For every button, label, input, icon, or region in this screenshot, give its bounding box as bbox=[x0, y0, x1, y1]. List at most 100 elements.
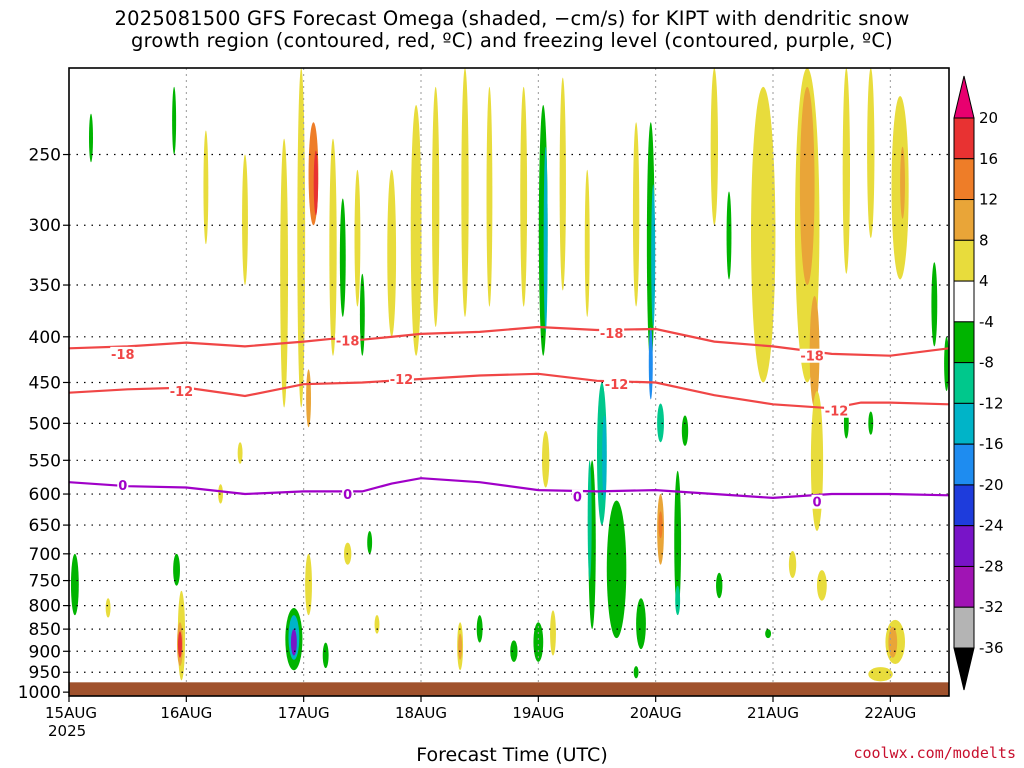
y-tick-label-1000: 1000 bbox=[18, 683, 61, 703]
colorbar-label-16: 16 bbox=[979, 150, 998, 168]
omega-cell-6 bbox=[339, 198, 346, 317]
colorbar-label--28: -28 bbox=[979, 557, 1004, 575]
omega-cell-14 bbox=[486, 86, 493, 307]
contour-label-bg-0-0 bbox=[110, 346, 136, 361]
omega-cell-83 bbox=[633, 666, 639, 679]
omega-cell-78 bbox=[218, 484, 223, 504]
colorbar-bottom-arrow bbox=[953, 647, 975, 691]
omega-cell-27 bbox=[674, 470, 682, 613]
y-tick-label-950: 950 bbox=[29, 663, 61, 683]
contour-label-bg-0-1 bbox=[335, 333, 361, 348]
contour-label-bg-2-0 bbox=[117, 477, 129, 492]
contour-label--12: -12 bbox=[170, 385, 194, 400]
omega-cell-40 bbox=[931, 262, 938, 347]
omega-cell-39 bbox=[900, 146, 905, 219]
omega-cell-16 bbox=[543, 146, 548, 332]
omega-cell-74 bbox=[89, 113, 93, 163]
y-tick-label-300: 300 bbox=[29, 216, 61, 236]
x-tick-label-15AUG: 15AUG bbox=[45, 704, 97, 722]
contour-label--18: -18 bbox=[600, 327, 624, 342]
omega-cell-13 bbox=[461, 68, 469, 317]
omega-cell-4 bbox=[280, 138, 289, 408]
omega-cell-77 bbox=[242, 154, 248, 286]
omega-cell-31 bbox=[751, 86, 776, 383]
chart-title-line-2: growth region (contoured, red, ºC) and f… bbox=[131, 29, 893, 52]
contour-label-bg-1-0 bbox=[168, 384, 194, 399]
colorbar-label-4: 4 bbox=[979, 272, 989, 290]
y-tick-label-600: 600 bbox=[29, 485, 61, 505]
omega-cell-73 bbox=[105, 598, 111, 618]
y-tick-label-650: 650 bbox=[29, 516, 61, 536]
omega-cell-59 bbox=[550, 610, 556, 656]
contour-label-bg-1-3 bbox=[824, 403, 850, 418]
y-tick-label-350: 350 bbox=[29, 276, 61, 296]
omega-cell-7 bbox=[354, 169, 361, 307]
y-tick-label-550: 550 bbox=[29, 451, 61, 471]
omega-cell-56 bbox=[533, 622, 544, 662]
omega-cell-36 bbox=[842, 68, 850, 274]
colorbar-swatch-2 bbox=[953, 158, 975, 201]
omega-cell-46 bbox=[817, 570, 827, 601]
omega-cell-23 bbox=[648, 326, 653, 400]
contour-label-bg-0-3 bbox=[799, 348, 825, 363]
omega-cell-19 bbox=[584, 169, 590, 317]
x-tick-label-19AUG: 19AUG bbox=[512, 704, 564, 722]
colorbar-swatch-12 bbox=[953, 565, 975, 608]
omega-cell-54 bbox=[602, 415, 607, 501]
omega-cell-3 bbox=[306, 369, 311, 428]
omega-cell-49 bbox=[716, 572, 723, 599]
chart-title-line-1: 2025081500 GFS Forecast Omega (shaded, −… bbox=[114, 7, 910, 30]
omega-cell-57 bbox=[510, 640, 518, 662]
omega-cell-29 bbox=[710, 68, 718, 226]
contour-label--18: -18 bbox=[336, 335, 360, 350]
contour-0-line bbox=[69, 477, 949, 500]
colorbar-label--12: -12 bbox=[979, 394, 1004, 412]
omega-cell-85 bbox=[868, 411, 874, 435]
omega-cell-60 bbox=[476, 615, 483, 643]
colorbar: 20 16 12 8 4 -4 -8 -12 -16 -20 -24 -28 -32 -36 bbox=[953, 75, 1004, 691]
y-tick-label-850: 850 bbox=[29, 620, 61, 640]
colorbar-label--24: -24 bbox=[979, 517, 1004, 535]
omega-cell-70 bbox=[177, 631, 182, 658]
omega-cell-55 bbox=[636, 598, 646, 650]
y-tick-label-800: 800 bbox=[29, 597, 61, 617]
contour-label--18: -18 bbox=[111, 348, 135, 363]
omega-cell-67 bbox=[305, 553, 312, 616]
contour-label-0: 0 bbox=[343, 488, 352, 503]
omega-cell-38 bbox=[891, 96, 909, 280]
x-axis-label: Forecast Time (UTC) bbox=[416, 744, 608, 766]
colorbar-top-arrow bbox=[953, 75, 975, 119]
contour-label-0: 0 bbox=[812, 496, 821, 511]
omega-cell-37 bbox=[867, 68, 875, 238]
omega-cell-8 bbox=[359, 273, 365, 356]
omega-cell-5 bbox=[329, 138, 337, 356]
y-tick-label-500: 500 bbox=[29, 414, 61, 434]
contour-label-bg-0-2 bbox=[599, 325, 625, 340]
omega-cell-22 bbox=[651, 184, 656, 327]
colorbar-swatch-10 bbox=[953, 484, 975, 527]
colorbar-label--20: -20 bbox=[979, 476, 1004, 494]
contour-label--12: -12 bbox=[390, 373, 414, 388]
colorbar-label--36: -36 bbox=[979, 639, 1004, 657]
omega-cell-9 bbox=[387, 169, 397, 337]
colorbar-label-20: 20 bbox=[979, 109, 998, 127]
contour-label--18: -18 bbox=[800, 350, 824, 365]
x-tick-label-22AUG: 22AUG bbox=[864, 704, 916, 722]
omega-cell-76 bbox=[203, 130, 209, 245]
omega-cell-66 bbox=[322, 642, 329, 669]
x-tick-label-18AUG: 18AUG bbox=[395, 704, 447, 722]
omega-cell-24 bbox=[657, 403, 664, 443]
omega-cell-44 bbox=[888, 626, 898, 658]
colorbar-label--8: -8 bbox=[979, 354, 994, 372]
omega-cell-47 bbox=[788, 551, 797, 578]
contour-label--12: -12 bbox=[605, 378, 629, 393]
omega-cell-72 bbox=[70, 553, 79, 616]
credit-link[interactable]: coolwx.com/modelts bbox=[853, 744, 1016, 762]
colorbar-swatch-3 bbox=[953, 199, 975, 241]
omega-cell-18 bbox=[559, 77, 566, 291]
contour-label--12: -12 bbox=[825, 405, 849, 420]
contour-lines: -18 -18 -18 -18 -12 -12 -12 -12 0 0 0 0 bbox=[69, 325, 949, 511]
colorbar-swatch-13 bbox=[953, 606, 975, 649]
omega-cell-28 bbox=[675, 585, 681, 616]
